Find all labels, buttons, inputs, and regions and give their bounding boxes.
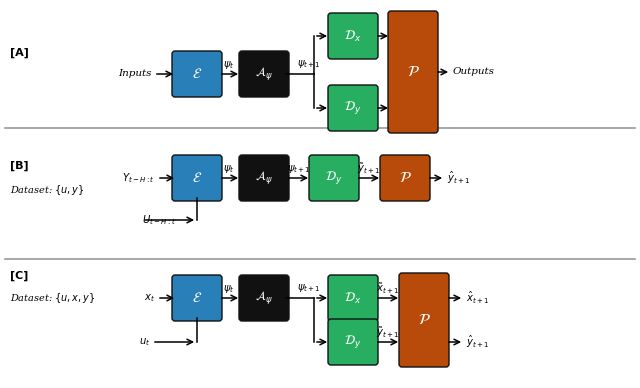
Text: $\mathcal{A}_\psi$: $\mathcal{A}_\psi$ [255, 289, 273, 307]
Text: Dataset: $\{u, x, y\}$: Dataset: $\{u, x, y\}$ [10, 291, 95, 305]
Text: [A]: [A] [10, 48, 29, 58]
FancyBboxPatch shape [328, 319, 378, 365]
Text: $\tilde{y}_{t+1}$: $\tilde{y}_{t+1}$ [376, 326, 400, 341]
Text: $\mathcal{D}_x$: $\mathcal{D}_x$ [344, 291, 362, 306]
Text: $u_t$: $u_t$ [139, 336, 150, 348]
Text: $\hat{x}_{t+1}$: $\hat{x}_{t+1}$ [466, 290, 490, 306]
Text: $\mathcal{E}$: $\mathcal{E}$ [192, 291, 202, 305]
Text: $\mathcal{P}$: $\mathcal{P}$ [406, 65, 419, 79]
FancyBboxPatch shape [328, 275, 378, 321]
Text: $\mathcal{E}$: $\mathcal{E}$ [192, 67, 202, 81]
Text: Dataset: $\{u, y\}$: Dataset: $\{u, y\}$ [10, 183, 84, 197]
Text: $\mathcal{D}_y$: $\mathcal{D}_y$ [325, 170, 342, 187]
Text: $\mathcal{E}$: $\mathcal{E}$ [192, 171, 202, 185]
FancyBboxPatch shape [309, 155, 359, 201]
Text: $\mathcal{P}$: $\mathcal{P}$ [417, 313, 431, 327]
Text: $\hat{y}_{t+1}$: $\hat{y}_{t+1}$ [466, 334, 490, 350]
FancyBboxPatch shape [239, 155, 289, 201]
Text: $\mathcal{P}$: $\mathcal{P}$ [399, 171, 412, 185]
Text: $\psi_t$: $\psi_t$ [223, 283, 235, 295]
Text: $x_t$: $x_t$ [144, 292, 155, 304]
FancyBboxPatch shape [239, 275, 289, 321]
Text: $\mathcal{A}_\psi$: $\mathcal{A}_\psi$ [255, 66, 273, 83]
Text: $Y_{t-H:t}$: $Y_{t-H:t}$ [122, 171, 155, 185]
Text: $\tilde{y}_{t+1}$: $\tilde{y}_{t+1}$ [357, 161, 381, 177]
Text: Outputs: Outputs [453, 68, 495, 76]
Text: $\mathcal{D}_x$: $\mathcal{D}_x$ [344, 28, 362, 43]
FancyBboxPatch shape [328, 13, 378, 59]
FancyBboxPatch shape [380, 155, 430, 201]
FancyBboxPatch shape [388, 11, 438, 133]
FancyBboxPatch shape [399, 273, 449, 367]
Text: $\psi_{t+1}$: $\psi_{t+1}$ [297, 282, 321, 294]
Text: $\psi_t$: $\psi_t$ [223, 163, 235, 175]
FancyBboxPatch shape [328, 85, 378, 131]
Text: $\mathcal{A}_\psi$: $\mathcal{A}_\psi$ [255, 170, 273, 187]
Text: $\tilde{x}_{t+1}$: $\tilde{x}_{t+1}$ [376, 282, 400, 296]
Text: $\psi_{t+1}$: $\psi_{t+1}$ [297, 58, 321, 70]
FancyBboxPatch shape [172, 51, 222, 97]
FancyBboxPatch shape [172, 275, 222, 321]
FancyBboxPatch shape [239, 51, 289, 97]
Text: $U_{t-H:t}$: $U_{t-H:t}$ [142, 213, 176, 227]
Text: $\psi_t$: $\psi_t$ [223, 59, 235, 71]
Text: $\mathcal{D}_y$: $\mathcal{D}_y$ [344, 334, 362, 350]
Text: [C]: [C] [10, 271, 28, 281]
Text: $\mathcal{D}_y$: $\mathcal{D}_y$ [344, 99, 362, 116]
Text: [B]: [B] [10, 161, 29, 171]
Text: Inputs: Inputs [118, 69, 152, 78]
FancyBboxPatch shape [172, 155, 222, 201]
Text: $\hat{y}_{t+1}$: $\hat{y}_{t+1}$ [447, 170, 470, 186]
Text: $\psi_{t+1}$: $\psi_{t+1}$ [287, 163, 311, 175]
